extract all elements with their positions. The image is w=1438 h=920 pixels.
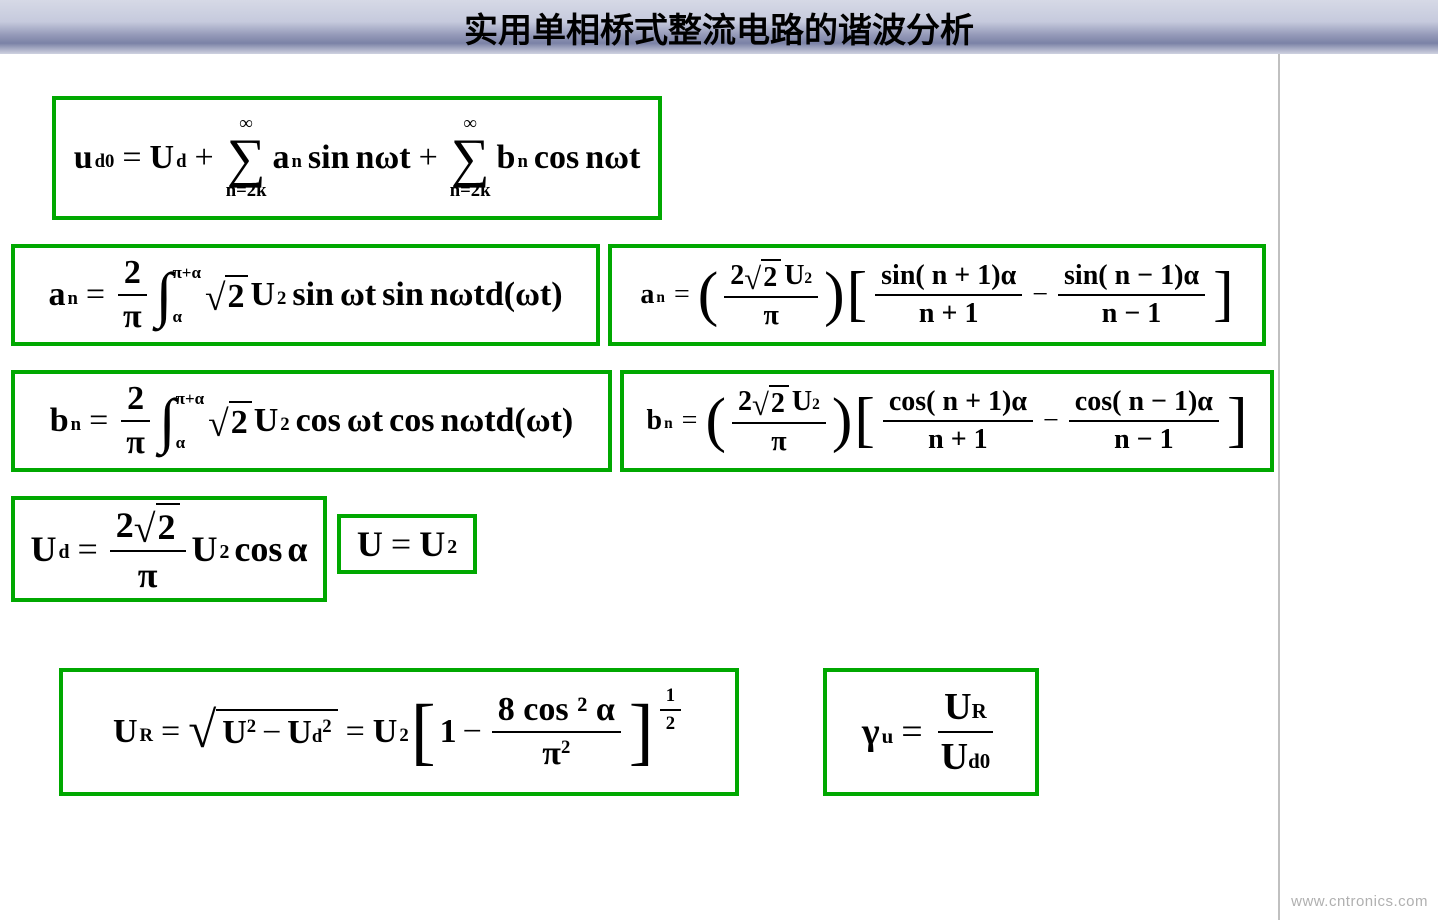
paren: ( 2√2U2 π ): [698, 259, 845, 332]
sigma-icon: ∞ ∑ n=2k: [226, 115, 267, 201]
eq-UR: U R = √ U2 − Ud2 = U 2 [ 1 − 8 cos ² απ2…: [59, 668, 739, 796]
sqrt: √2: [205, 275, 249, 316]
sym: nωt: [585, 139, 640, 177]
watermark: www.cntronics.com: [1291, 893, 1428, 910]
sym: b: [497, 139, 516, 177]
integral-icon: ∫ π+α α: [156, 271, 201, 319]
sym: u: [74, 139, 93, 177]
sym: U: [150, 139, 175, 177]
sub: d: [176, 151, 186, 173]
fn: sin: [308, 139, 350, 177]
fn: cos: [534, 139, 579, 177]
sym: a: [272, 139, 289, 177]
sub: n: [517, 151, 527, 173]
slide-content: u d0 = U d + ∞ ∑ n=2k a n sin nωt + ∞ ∑ …: [0, 54, 1280, 920]
eq-bn-integral: b n = 2π ∫ π+αα √2 U 2 cos ωt cos nωtd(ω…: [11, 370, 612, 472]
sym: nωt: [355, 139, 410, 177]
sub: n: [291, 151, 301, 173]
sub: d0: [95, 151, 115, 173]
eq-an-integral: a n = 2 π ∫ π+α α √2 U 2 sin ωt sin nωtd…: [11, 244, 600, 346]
fraction: 2 π: [117, 254, 148, 336]
eq-gamma-u: γ u = UR Ud0: [823, 668, 1039, 796]
bracket: [ sin( n + 1)αn + 1 − sin( n − 1)αn − 1 …: [847, 260, 1234, 330]
eq-U-eq-U2: U = U 2: [337, 514, 477, 574]
integral-icon: ∫ π+αα: [159, 397, 204, 445]
eq-an-result: a n = ( 2√2U2 π ) [ sin( n + 1)αn + 1 −: [608, 244, 1266, 346]
title-bar: 实用单相桥式整流电路的谐波分析: [0, 0, 1438, 54]
eq-Ud: U d = 2√2π U 2 cos α: [11, 496, 327, 602]
eq-bn-result: b n = ( 2√2U2π ) [ cos( n + 1)αn + 1 − c…: [620, 370, 1274, 472]
page-title: 实用单相桥式整流电路的谐波分析: [464, 3, 974, 52]
sigma-icon: ∞ ∑ n=2k: [450, 115, 491, 201]
eq-fourier-series: u d0 = U d + ∞ ∑ n=2k a n sin nωt + ∞ ∑ …: [52, 96, 662, 220]
